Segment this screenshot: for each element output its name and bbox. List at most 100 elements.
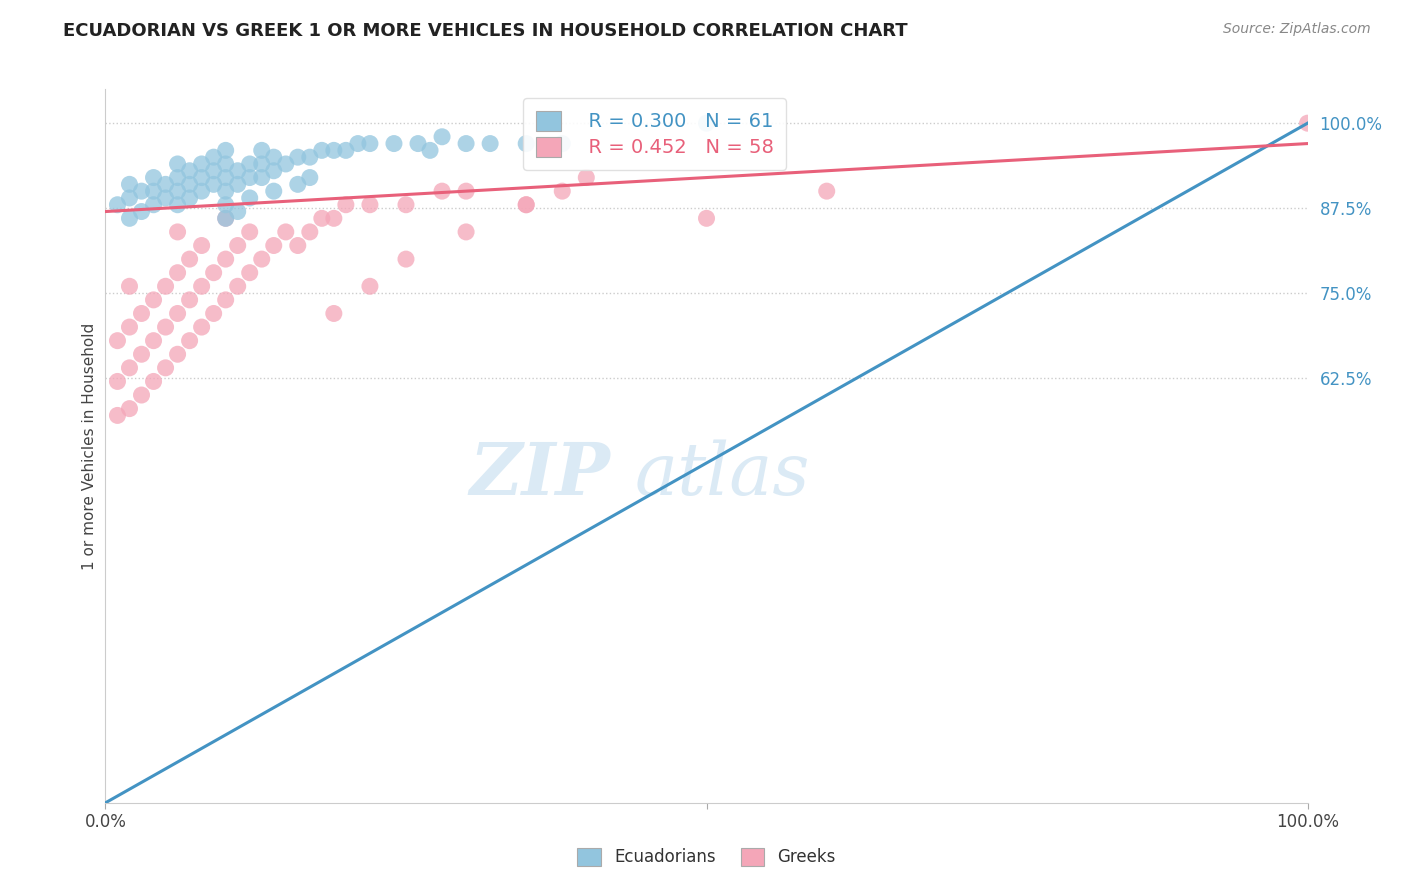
Point	[274, 157, 297, 171]
Point	[107, 334, 129, 348]
Point	[479, 136, 502, 151]
Point	[166, 157, 188, 171]
Point	[395, 252, 418, 266]
Point	[142, 184, 165, 198]
Point	[131, 306, 153, 320]
Point	[118, 211, 141, 226]
Point	[239, 225, 262, 239]
Point	[214, 293, 236, 307]
Point	[179, 163, 201, 178]
Point	[551, 136, 574, 151]
Point	[155, 360, 177, 375]
Point	[118, 320, 141, 334]
Point	[202, 150, 225, 164]
Point	[214, 170, 236, 185]
Point	[311, 144, 333, 158]
Point	[335, 198, 357, 212]
Point	[166, 306, 188, 320]
Point	[166, 225, 188, 239]
Point	[287, 238, 309, 252]
Point	[298, 150, 321, 164]
Point	[202, 163, 225, 178]
Point	[166, 266, 188, 280]
Point	[239, 191, 262, 205]
Legend: Ecuadorians, Greeks: Ecuadorians, Greeks	[571, 841, 842, 873]
Point	[430, 184, 453, 198]
Point	[107, 198, 129, 212]
Point	[359, 198, 381, 212]
Point	[250, 252, 273, 266]
Point	[430, 129, 453, 144]
Point	[226, 279, 249, 293]
Point	[263, 184, 285, 198]
Point	[335, 144, 357, 158]
Point	[142, 170, 165, 185]
Point	[226, 163, 249, 178]
Point	[214, 211, 236, 226]
Point	[263, 238, 285, 252]
Point	[515, 198, 537, 212]
Point	[226, 204, 249, 219]
Point	[214, 211, 236, 226]
Point	[118, 178, 141, 192]
Point	[142, 293, 165, 307]
Text: Source: ZipAtlas.com: Source: ZipAtlas.com	[1223, 22, 1371, 37]
Point	[406, 136, 429, 151]
Point	[131, 184, 153, 198]
Point	[815, 184, 838, 198]
Point	[179, 252, 201, 266]
Point	[298, 170, 321, 185]
Point	[311, 211, 333, 226]
Point	[179, 334, 201, 348]
Point	[1296, 116, 1319, 130]
Point	[107, 375, 129, 389]
Point	[118, 401, 141, 416]
Text: atlas: atlas	[634, 439, 810, 510]
Point	[322, 144, 344, 158]
Point	[322, 306, 344, 320]
Point	[454, 136, 477, 151]
Point	[155, 320, 177, 334]
Text: ZIP: ZIP	[470, 439, 610, 510]
Point	[118, 279, 141, 293]
Point	[142, 334, 165, 348]
Point	[575, 170, 598, 185]
Point	[202, 178, 225, 192]
Point	[155, 191, 177, 205]
Point	[214, 144, 236, 158]
Point	[142, 198, 165, 212]
Point	[287, 178, 309, 192]
Point	[166, 198, 188, 212]
Point	[166, 184, 188, 198]
Point	[696, 211, 718, 226]
Point	[155, 178, 177, 192]
Point	[454, 184, 477, 198]
Point	[250, 157, 273, 171]
Y-axis label: 1 or more Vehicles in Household: 1 or more Vehicles in Household	[82, 322, 97, 570]
Point	[155, 279, 177, 293]
Point	[359, 279, 381, 293]
Point	[131, 347, 153, 361]
Point	[382, 136, 405, 151]
Point	[190, 238, 212, 252]
Point	[287, 150, 309, 164]
Point	[239, 266, 262, 280]
Point	[142, 375, 165, 389]
Point	[190, 157, 212, 171]
Point	[515, 198, 537, 212]
Point	[551, 184, 574, 198]
Point	[214, 252, 236, 266]
Point	[107, 409, 129, 423]
Point	[298, 225, 321, 239]
Point	[347, 136, 370, 151]
Point	[515, 136, 537, 151]
Point	[263, 163, 285, 178]
Point	[179, 191, 201, 205]
Point	[202, 306, 225, 320]
Point	[166, 347, 188, 361]
Point	[179, 293, 201, 307]
Point	[696, 116, 718, 130]
Point	[202, 266, 225, 280]
Point	[118, 360, 141, 375]
Point	[274, 225, 297, 239]
